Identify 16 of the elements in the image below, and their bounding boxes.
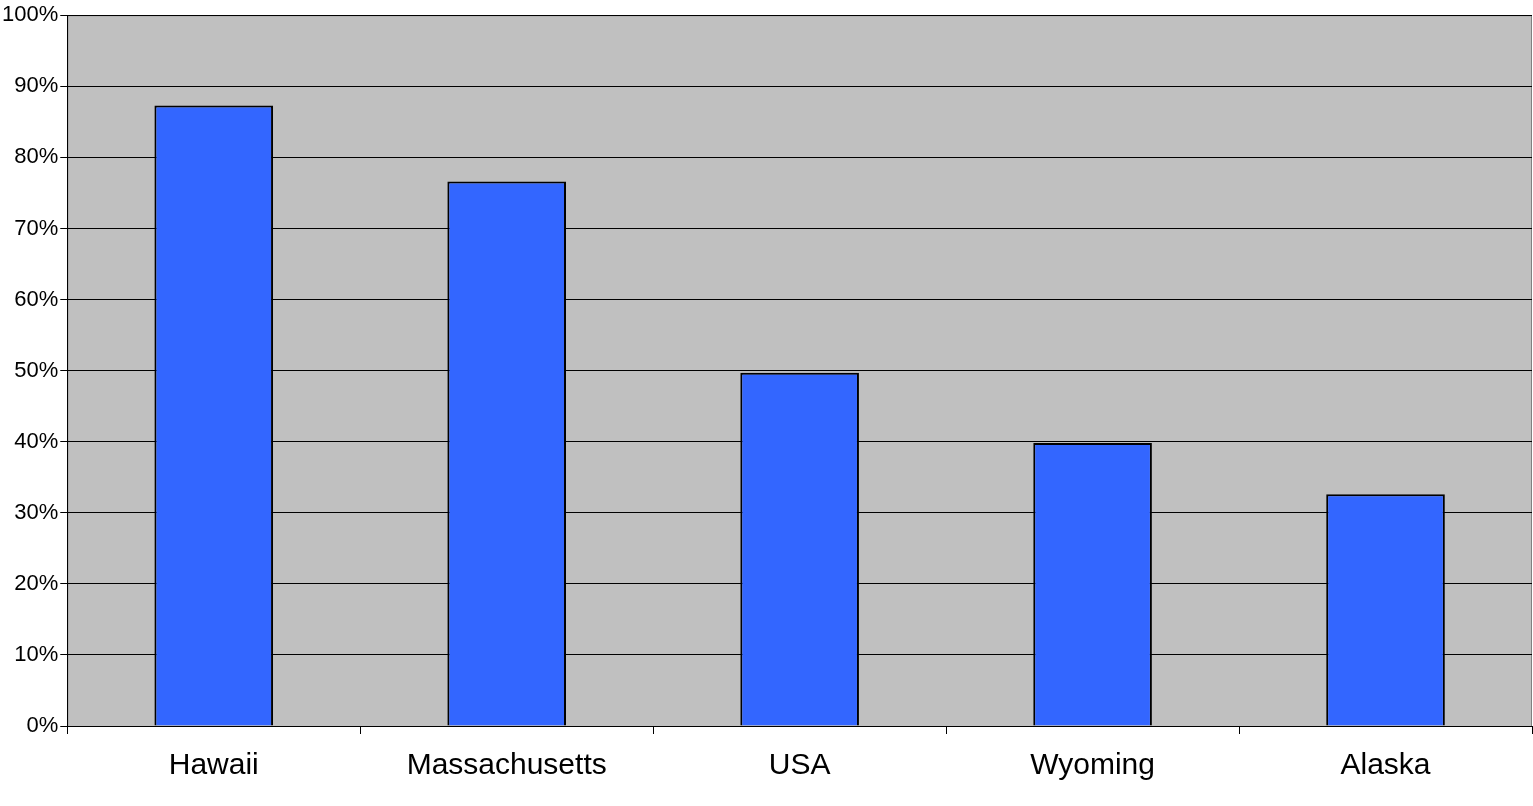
y-tick-label: 10% bbox=[14, 640, 59, 666]
y-tick-label: 90% bbox=[14, 72, 59, 98]
y-tick-label: 60% bbox=[14, 285, 59, 311]
y-tick-label: 50% bbox=[14, 356, 59, 382]
y-tick-label: 70% bbox=[14, 214, 59, 240]
y-tick-label: 40% bbox=[14, 427, 59, 453]
x-tick-label: Massachusetts bbox=[406, 747, 607, 781]
y-tick-label: 30% bbox=[14, 498, 59, 524]
y-tick-label: 80% bbox=[14, 143, 59, 169]
x-tick-label: Alaska bbox=[1340, 747, 1431, 781]
x-tick-label: Wyoming bbox=[1030, 747, 1155, 781]
y-tick-label: 100% bbox=[1, 1, 59, 27]
y-tick-label: 0% bbox=[26, 712, 59, 738]
y-tick-label: 20% bbox=[14, 569, 59, 595]
x-tick-label: USA bbox=[768, 747, 831, 781]
x-tick-label: Hawaii bbox=[168, 747, 259, 781]
